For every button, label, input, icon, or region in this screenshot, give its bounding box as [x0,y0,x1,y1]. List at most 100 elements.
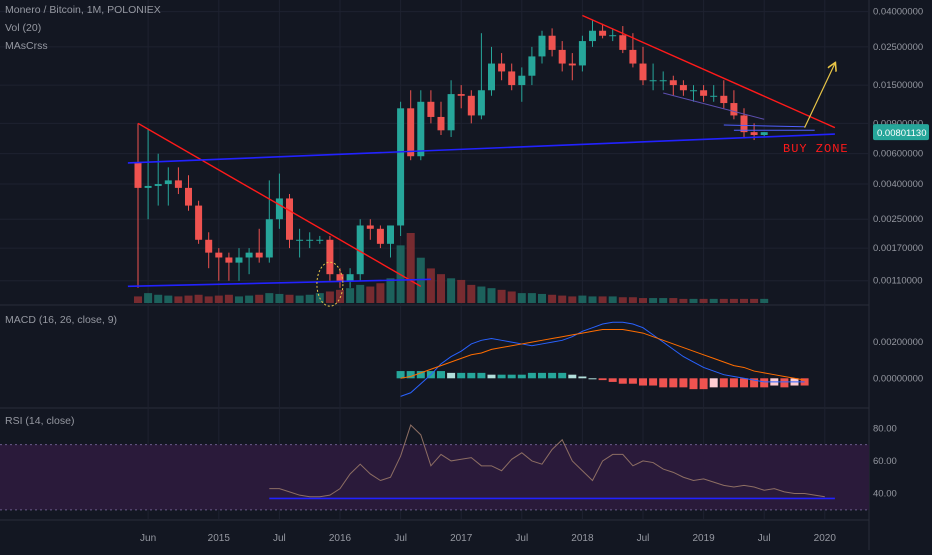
volume-bar [719,298,728,303]
volume-bar [194,294,203,303]
candle-body [528,56,536,76]
candle-body [730,103,738,116]
macd-line [400,321,805,397]
downtrend-line-1 [137,122,422,287]
macd-histogram-bar [507,374,516,379]
volume-bar [689,298,698,303]
volume-bar [497,289,506,303]
macd-histogram-bar [679,378,688,388]
candle-body [437,116,445,131]
target-arrow [804,64,835,128]
macd-histogram-bar [497,374,506,379]
candle-body [690,90,697,92]
candle-body [225,257,233,263]
macd-histogram-bar [760,378,769,388]
macd-histogram-bar [538,372,546,379]
candle-body [518,75,526,86]
price-tick-label: 0.00110000 [873,276,923,287]
candle-body [397,108,405,226]
macd-histogram-bar [709,378,718,388]
volume-bar [467,284,476,303]
time-tick-label: 2018 [571,533,594,544]
macd-histogram-bar [740,378,748,388]
time-tick-label: 2017 [450,533,473,544]
macd-histogram-bar [406,371,415,379]
volume-bar [174,296,183,303]
macd-histogram-bar [649,378,658,386]
volume-bar [325,291,334,303]
volume-bar [224,294,233,303]
volume-bar [447,278,456,303]
zone-line [723,124,805,128]
volume-bar [255,294,264,303]
macd-histogram-bar [719,378,728,388]
macd-histogram-bar [447,372,456,379]
price-tick-label: 0.00400000 [873,179,923,190]
candle-body [366,225,374,229]
volume-bar [760,298,769,303]
rsi-tick-label: 60.00 [873,456,897,467]
candle-body [477,90,485,116]
macd-histogram-bar [618,378,627,384]
price-tick-label: 0.04000000 [873,7,923,18]
volume-bar [679,298,688,303]
candle-body [750,132,758,136]
candle-body [255,252,263,258]
candle-body [417,101,425,157]
volume-bar [154,294,163,303]
candle-body [144,185,152,188]
candle-body [154,184,162,186]
volume-bar [527,293,536,303]
macd-tick-label: 0.00000000 [873,373,923,384]
candle-body [195,205,203,240]
candle-body [649,80,657,82]
candle-body [599,30,607,36]
volume-bar [295,295,304,303]
volume-bar [204,296,213,303]
candle-body [558,49,566,64]
price-tick-label: 0.00900000 [873,118,923,129]
volume-bar [659,298,668,303]
macd-histogram-bar [659,378,668,388]
macd-histogram-bar [467,372,476,379]
candle-body [316,239,324,241]
volume-bar [750,298,759,303]
volume-bar [164,295,173,303]
volume-bar [517,293,526,303]
rsi-tick-label: 40.00 [873,489,897,500]
volume-bar [538,293,546,303]
volume-bar [507,291,516,303]
volume-legend: Vol (20) [5,22,42,34]
candle-body [589,30,596,42]
volume-bar [558,295,567,303]
candle-body [185,187,192,206]
candle-body [447,94,455,131]
time-tick-label: 2016 [329,533,352,544]
candle-body [387,225,394,244]
macd-histogram-bar [608,378,617,382]
macd-histogram-bar [628,378,637,384]
macd-histogram-bar [416,371,425,379]
price-tick-label: 0.00600000 [873,149,923,160]
volume-bar [386,278,395,303]
volume-bar [406,233,415,303]
candle-body [376,228,384,244]
candle-body [164,180,172,185]
candle-body [286,198,293,240]
support-line-upper [127,133,835,164]
macd-tick-label: 0.00200000 [873,337,923,348]
macd-histogram-bar [437,371,445,379]
volume-bar [376,283,385,303]
candle-body [629,49,637,64]
candle-body [457,94,465,96]
volume-bar [235,296,243,303]
volume-bar [214,295,223,303]
volume-bar [699,298,708,303]
macd-histogram-bar [548,372,557,379]
candle-body [578,41,586,66]
candle-body [467,95,475,116]
macd-histogram-bar [750,378,759,388]
time-tick-label: Jul [637,533,650,544]
